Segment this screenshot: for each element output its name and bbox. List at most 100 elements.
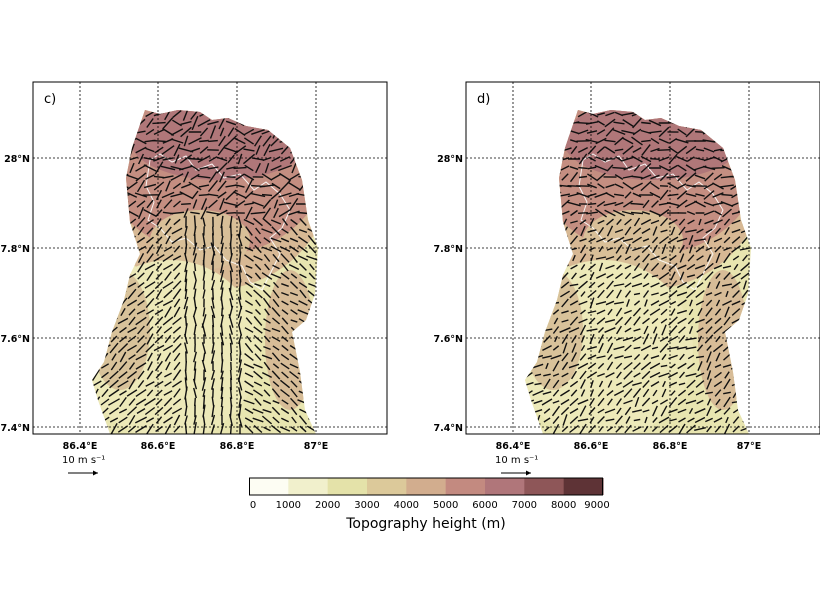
wind-arrow: [632, 128, 642, 136]
wind-arrow: [153, 254, 165, 262]
wind-arrow: [290, 426, 298, 432]
map-panel-d: d) 28°N 27.8°N 27.6°N 27.4°N 86.4°E 86.6…: [433, 70, 820, 450]
wind-arrow: [197, 175, 211, 179]
wind-arrow: [244, 179, 254, 193]
wind-arrow: [534, 373, 542, 377]
reference-arrow-icon: [68, 470, 98, 476]
wind-arrow: [126, 370, 138, 380]
wind-arrow: [171, 407, 183, 415]
wind-arrow: [569, 129, 579, 135]
wind-arrow: [569, 316, 579, 326]
wind-arrow: [607, 237, 613, 243]
wind-arrow: [694, 238, 706, 242]
wind-arrow: [219, 269, 225, 283]
wind-arrow: [126, 192, 138, 198]
wind-arrow: [624, 406, 632, 416]
wind-arrow: [290, 380, 298, 388]
wind-arrow: [668, 262, 678, 272]
wind-arrow: [650, 137, 660, 145]
wind-arrow: [272, 253, 280, 263]
wind-arrow: [288, 263, 300, 271]
wind-arrow: [640, 155, 652, 163]
wind-arrow: [631, 182, 643, 190]
wind-arrow: [713, 173, 723, 181]
wind-arrow: [245, 290, 253, 298]
wind-arrow: [173, 352, 181, 362]
wind-arrow: [696, 344, 704, 352]
wind-arrow: [229, 253, 233, 263]
wind-arrow: [712, 155, 724, 163]
wind-arrow: [587, 173, 597, 181]
wind-arrow: [722, 265, 732, 269]
gridlines: [466, 82, 820, 434]
wind-arrow: [202, 217, 206, 227]
wind-arrow: [670, 308, 676, 316]
wind-arrow: [172, 343, 182, 353]
wind-arrow: [193, 361, 197, 371]
wind-arrow: [711, 167, 725, 169]
wind-arrow: [92, 369, 100, 381]
wind-arrow: [172, 119, 182, 127]
wind-arrow: [651, 236, 659, 244]
wind-arrow: [297, 245, 309, 253]
wind-arrow: [658, 202, 670, 206]
wind-arrow: [605, 264, 615, 270]
wind-arrow: [183, 296, 189, 310]
wind-arrow: [616, 371, 622, 379]
wind-arrow: [580, 309, 586, 315]
gridlines: [33, 82, 387, 434]
wind-arrow: [243, 173, 255, 181]
wind-arrow: [227, 127, 235, 137]
wind-arrow: [164, 352, 172, 362]
wind-arrow: [721, 193, 733, 197]
wind-arrow: [678, 382, 686, 386]
wind-arrow: [135, 353, 147, 361]
wind-arrow: [261, 371, 273, 379]
wind-arrow: [100, 379, 110, 389]
wind-arrow: [677, 164, 687, 172]
wind-arrow: [723, 423, 731, 434]
wind-arrow: [687, 156, 695, 162]
wind-arrow: [190, 211, 200, 215]
wind-arrow: [702, 139, 716, 143]
wind-arrow: [560, 290, 570, 298]
wind-arrow: [607, 380, 613, 388]
wind-arrow: [208, 139, 218, 143]
wind-arrow: [678, 218, 686, 226]
wind-arrow: [271, 226, 281, 236]
wind-arrow: [570, 247, 578, 251]
wind-arrow: [238, 288, 242, 300]
wind-arrow: [597, 408, 605, 414]
wind-arrow: [243, 218, 255, 226]
wind-arrow: [561, 319, 569, 323]
wind-arrow: [598, 380, 604, 388]
wind-arrow: [243, 128, 255, 136]
wind-arrow: [650, 262, 660, 272]
wind-arrow: [580, 291, 586, 297]
wind-arrow: [685, 145, 697, 155]
wind-arrow: [250, 192, 266, 198]
wind-arrow: [543, 335, 551, 343]
wind-arrow: [184, 243, 188, 255]
wind-arrow: [228, 261, 234, 273]
wind-arrow: [723, 353, 731, 361]
colorbar-tick-label: 7000: [512, 500, 537, 511]
wind-arrow: [633, 164, 641, 172]
wind-arrow: [714, 317, 722, 325]
wind-arrow: [182, 110, 190, 121]
wind-arrow: [262, 408, 272, 414]
wind-arrow: [605, 192, 615, 198]
wind-arrow: [171, 227, 183, 235]
wind-arrow: [152, 139, 166, 143]
wind-arrow: [695, 245, 705, 253]
wind-arrow: [550, 354, 562, 360]
wind-arrow: [298, 281, 308, 289]
wind-arrow: [211, 271, 215, 281]
wind-arrow: [587, 145, 597, 155]
wind-arrow: [164, 306, 172, 318]
wind-arrow: [633, 353, 641, 361]
wind-arrow: [587, 193, 597, 197]
wind-arrow: [173, 272, 181, 280]
wind-arrow: [579, 219, 587, 225]
wind-arrow: [694, 427, 706, 431]
